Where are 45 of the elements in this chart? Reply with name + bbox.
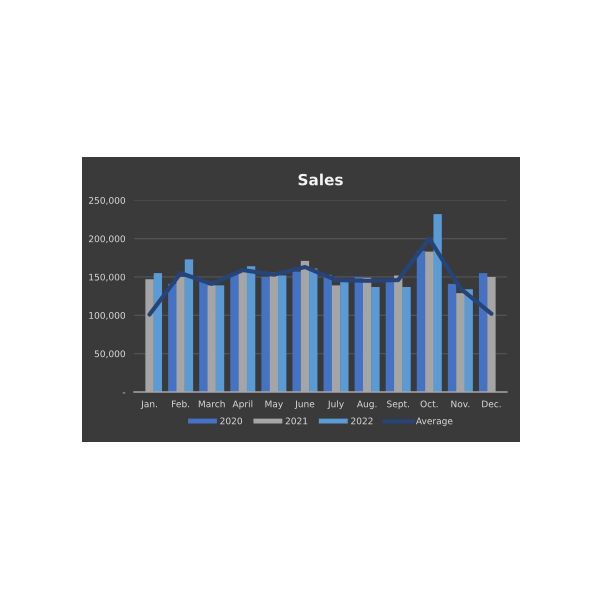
bar <box>371 286 380 392</box>
bar <box>416 250 426 392</box>
bar <box>448 284 456 392</box>
x-tick-label: Sept. <box>387 400 409 410</box>
bar <box>278 275 286 392</box>
x-tick-label: Jan. <box>140 400 157 409</box>
bar <box>154 273 162 392</box>
x-tick-label: Nov. <box>451 400 470 408</box>
x-tick-label: Dec. <box>482 400 501 408</box>
x-tick-label: Feb. <box>172 400 190 408</box>
bar <box>309 268 318 392</box>
x-tick-label: June <box>294 400 314 409</box>
bar <box>478 273 488 392</box>
x-tick-label: Oct. <box>420 400 438 408</box>
x-tick-label: March <box>198 400 225 408</box>
x-tick-label: July <box>327 400 344 410</box>
bar <box>230 273 239 392</box>
bar <box>292 272 301 392</box>
x-tick-label: Aug. <box>356 400 376 410</box>
legend-label: 2021 <box>286 418 308 424</box>
bar <box>184 259 194 392</box>
bar <box>340 280 349 392</box>
line-series <box>147 236 494 317</box>
y-tick-label: 200,000 <box>88 235 126 244</box>
y-tick-label: 50,000 <box>94 350 126 358</box>
bar <box>261 276 270 392</box>
bar <box>246 266 256 392</box>
legend-label: 2020 <box>220 418 242 424</box>
x-tick-label: May <box>265 400 283 410</box>
x-tick-label: April <box>232 400 252 410</box>
bar <box>199 282 208 392</box>
bar <box>464 289 473 392</box>
chart-title: Sales <box>298 174 343 186</box>
y-tick-label: 250,000 <box>88 197 126 205</box>
legend-label: Average <box>416 418 452 426</box>
bar <box>168 284 176 392</box>
bar <box>402 286 411 392</box>
y-tick-label: - <box>122 392 126 394</box>
bar <box>433 214 442 392</box>
y-tick-label: 100,000 <box>89 312 126 320</box>
bar <box>216 285 224 392</box>
bar <box>354 276 363 392</box>
legend-label: 2022 <box>351 418 373 424</box>
bar <box>324 274 332 392</box>
y-tick-label: 150,000 <box>89 274 126 282</box>
